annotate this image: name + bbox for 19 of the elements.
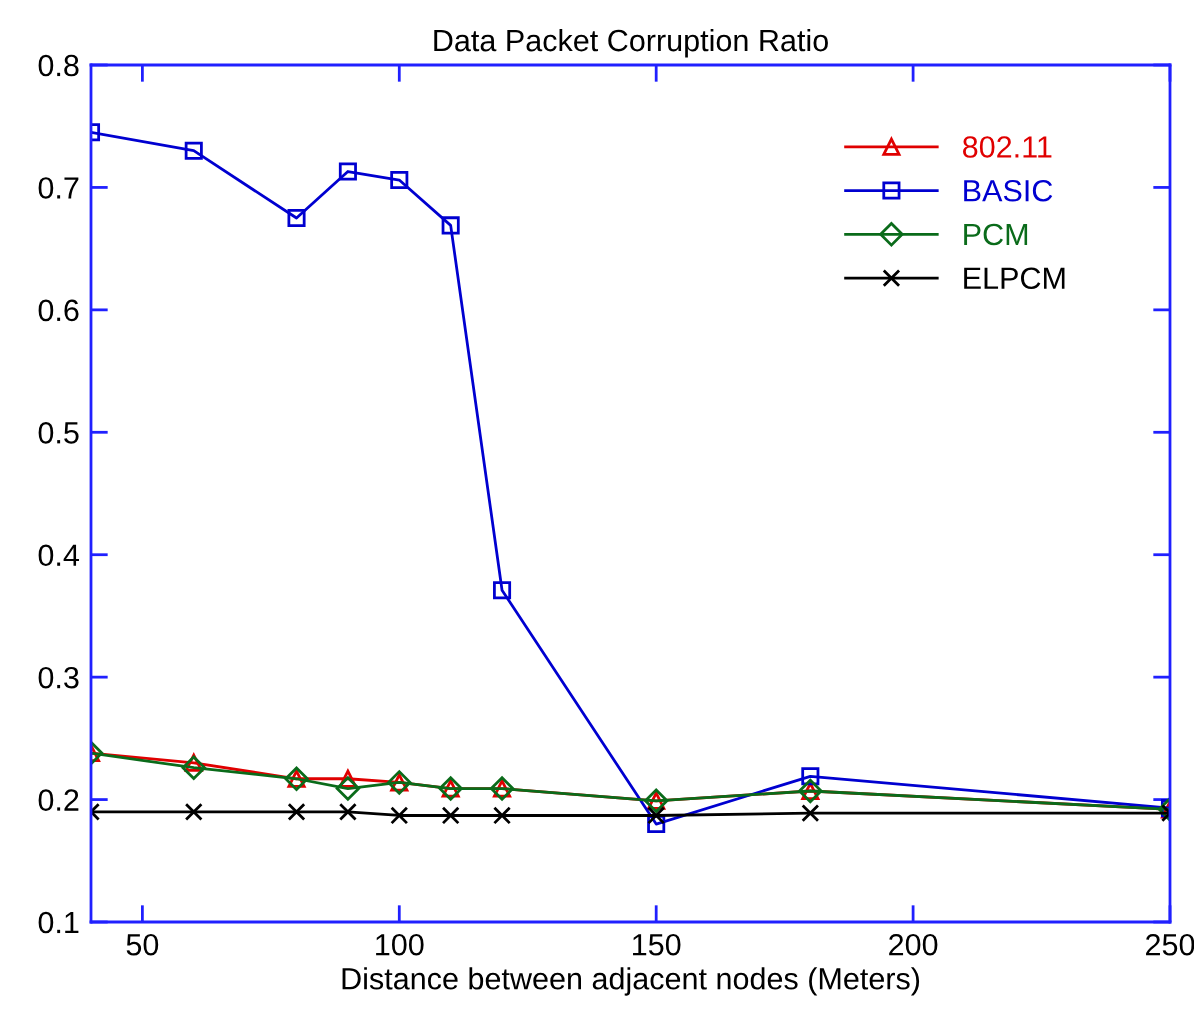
legend-label: ELPCM (964, 267, 1065, 290)
y-tick-label: 0.4 (38, 544, 79, 567)
y-tick-label: 0.6 (38, 299, 79, 322)
y-tick-label: 0.7 (38, 177, 79, 199)
legend-label: BASIC (964, 179, 1053, 202)
y-tick-label: 0.1 (38, 911, 79, 934)
x-tick-label: 100 (376, 933, 424, 956)
y-tick-label: 0.8 (38, 54, 79, 77)
y-tick-label: 0.3 (38, 666, 79, 689)
y-tick-label: 0.5 (38, 422, 79, 444)
legend-label: PCM (964, 223, 1028, 246)
x-tick-label: 200 (889, 933, 938, 956)
legend-label: 802.11 (963, 136, 1052, 158)
x-axis-title: Distance between adjacent nodes (Meters) (342, 967, 920, 996)
chart-title: Data Packet Corruption Ratio (434, 28, 828, 58)
x-tick-label: 50 (126, 933, 159, 956)
x-tick-label: 150 (633, 933, 681, 956)
y-tick-label: 0.2 (38, 789, 79, 811)
x-tick-label: 250 (1146, 933, 1194, 956)
